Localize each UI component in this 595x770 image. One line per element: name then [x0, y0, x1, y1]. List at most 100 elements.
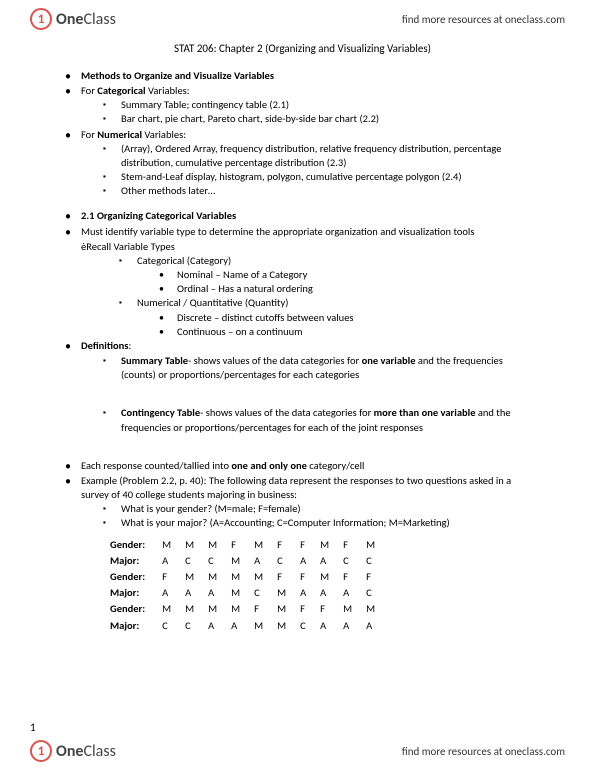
- header-link[interactable]: find more resources at oneclass.com: [402, 13, 565, 26]
- numerical-heading: For Numerical Variables: (Array), Ordere…: [65, 128, 540, 199]
- cell: M: [336, 601, 359, 617]
- table-row: Gender:MMMMFMFFMM: [103, 601, 382, 617]
- cell: A: [201, 618, 224, 634]
- row-label: Major:: [103, 585, 155, 601]
- cell: A: [313, 618, 336, 634]
- brand-logo-footer: 1 OneClass: [30, 740, 116, 762]
- list-item: Stem-and-Leaf display, histogram, polygo…: [103, 170, 540, 184]
- cell: C: [178, 618, 201, 634]
- cell: A: [201, 585, 224, 601]
- cell: F: [359, 569, 382, 585]
- cell: C: [155, 618, 178, 634]
- definition-summary-table: Summary Table- shows values of the data …: [103, 354, 540, 382]
- cell: C: [359, 585, 382, 601]
- cell: C: [201, 553, 224, 569]
- cell: M: [224, 569, 247, 585]
- cell: A: [224, 618, 247, 634]
- cell: A: [155, 553, 178, 569]
- cell: F: [224, 537, 247, 553]
- cell: A: [313, 553, 336, 569]
- cell: M: [224, 585, 247, 601]
- categorical-heading: For Categorical Variables: Summary Table…: [65, 84, 540, 127]
- list-item: Each response counted/tallied into one a…: [65, 459, 540, 473]
- row-label: Major:: [103, 553, 155, 569]
- cell: F: [293, 601, 313, 617]
- cell: M: [359, 537, 382, 553]
- row-label: Major:: [103, 618, 155, 634]
- logo-icon: 1: [30, 8, 52, 30]
- example-intro: Example (Problem 2.2, p. 40): The follow…: [65, 474, 540, 531]
- list-item: What is your major? (A=Accounting; C=Com…: [103, 516, 540, 530]
- cell: M: [201, 537, 224, 553]
- table-row: Major:AAAMCMAAAC: [103, 585, 382, 601]
- cell: A: [336, 585, 359, 601]
- definitions-heading: Definitions:: [65, 339, 540, 353]
- list-item: Summary Table; contingency table (2.1): [103, 98, 540, 112]
- list-item: (Array), Ordered Array, frequency distri…: [103, 142, 540, 170]
- list-item: Numerical / Quantitative (Quantity) Disc…: [119, 296, 540, 339]
- cell: C: [247, 585, 270, 601]
- cell: M: [201, 569, 224, 585]
- cell: A: [247, 553, 270, 569]
- footer-link[interactable]: find more resources at oneclass.com: [402, 745, 565, 758]
- cell: C: [293, 618, 313, 634]
- cell: C: [336, 553, 359, 569]
- brand-logo: 1 OneClass: [30, 8, 116, 30]
- cell: M: [155, 537, 178, 553]
- cell: M: [313, 569, 336, 585]
- cell: C: [178, 553, 201, 569]
- cell: M: [247, 569, 270, 585]
- document-body: STAT 206: Chapter 2 (Organizing and Visu…: [0, 38, 595, 634]
- list-item: Nominal – Name of a Category: [159, 268, 540, 282]
- cell: F: [313, 601, 336, 617]
- cell: C: [359, 553, 382, 569]
- table-row: Major:CCAAMMCAAA: [103, 618, 382, 634]
- logo-icon: 1: [30, 740, 52, 762]
- list-item: Discrete – distinct cutoffs between valu…: [159, 311, 540, 325]
- section-heading: Methods to Organize and Visualize Variab…: [65, 69, 540, 83]
- cell: M: [178, 601, 201, 617]
- cell: M: [359, 601, 382, 617]
- cell: A: [293, 553, 313, 569]
- row-label: Gender:: [103, 537, 155, 553]
- footer: 1 OneClass find more resources at onecla…: [0, 732, 595, 770]
- list-item: Other methods later…: [103, 184, 540, 198]
- cell: M: [270, 618, 293, 634]
- cell: M: [270, 601, 293, 617]
- cell: F: [155, 569, 178, 585]
- table-row: Gender:FMMMMFFMFF: [103, 569, 382, 585]
- cell: M: [178, 537, 201, 553]
- table-row: Major:ACCMACAACC: [103, 553, 382, 569]
- page-title: STAT 206: Chapter 2 (Organizing and Visu…: [65, 42, 540, 57]
- list-item: Ordinal – Has a natural ordering: [159, 282, 540, 296]
- cell: M: [155, 601, 178, 617]
- cell: F: [336, 537, 359, 553]
- header: 1 OneClass find more resources at onecla…: [0, 0, 595, 38]
- cell: F: [270, 537, 293, 553]
- cell: M: [201, 601, 224, 617]
- cell: A: [178, 585, 201, 601]
- cell: M: [224, 601, 247, 617]
- cell: M: [247, 537, 270, 553]
- cell: M: [247, 618, 270, 634]
- cell: C: [270, 553, 293, 569]
- row-label: Gender:: [103, 601, 155, 617]
- cell: F: [336, 569, 359, 585]
- list-item: Bar chart, pie chart, Pareto chart, side…: [103, 112, 540, 126]
- cell: A: [155, 585, 178, 601]
- list-item: What is your gender? (M=male; F=female): [103, 502, 540, 516]
- cell: M: [270, 585, 293, 601]
- list-item: Categorical (Category) Nominal – Name of…: [119, 254, 540, 297]
- cell: F: [247, 601, 270, 617]
- definition-contingency-table: Contingency Table- shows values of the d…: [103, 406, 540, 434]
- cell: M: [178, 569, 201, 585]
- table-row: Gender:MMMFMFFMFM: [103, 537, 382, 553]
- data-table: Gender:MMMFMFFMFMMajor:ACCMACAACCGender:…: [103, 537, 382, 634]
- cell: M: [313, 537, 336, 553]
- list-item: Must identify variable type to determine…: [65, 225, 540, 239]
- cell: F: [293, 537, 313, 553]
- cell: F: [270, 569, 293, 585]
- row-label: Gender:: [103, 569, 155, 585]
- logo-text: OneClass: [56, 10, 116, 29]
- list-item: Continuous – on a continuum: [159, 325, 540, 339]
